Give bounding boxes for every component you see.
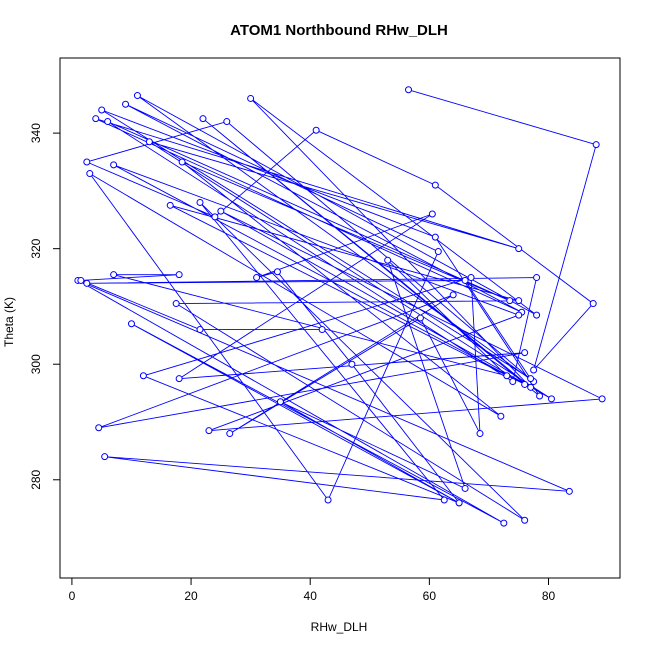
data-point: [92, 115, 100, 123]
data-point: [455, 499, 463, 507]
data-point: [565, 487, 573, 495]
data-point: [476, 430, 484, 438]
data-point: [83, 279, 91, 287]
data-point: [217, 207, 225, 215]
data-point: [247, 94, 255, 102]
data-point: [449, 291, 457, 299]
data-point: [178, 158, 186, 166]
data-point: [527, 375, 535, 383]
data-point: [461, 484, 469, 492]
data-point: [98, 106, 106, 114]
y-axis: 280 300 320 340: [29, 123, 61, 490]
data-point: [110, 271, 118, 279]
x-axis: 0 20 40 60 80: [69, 577, 556, 603]
data-point: [199, 115, 207, 123]
data-point: [104, 118, 112, 126]
data-point: [127, 320, 135, 328]
data-point: [521, 349, 529, 357]
x-axis-label: RHw_DLH: [311, 620, 368, 634]
data-point: [405, 86, 413, 94]
data-point: [536, 392, 544, 400]
data-point: [521, 380, 529, 388]
y-tick-label: 340: [29, 123, 43, 143]
x-tick-label: 60: [423, 589, 437, 603]
y-axis-label: Theta (K): [2, 297, 16, 347]
x-tick-label: 20: [184, 589, 198, 603]
data-point: [211, 213, 219, 221]
data-point: [223, 118, 231, 126]
data-point: [589, 300, 597, 308]
data-point: [324, 496, 332, 504]
data-point: [497, 412, 505, 420]
data-point: [175, 375, 183, 383]
data-point: [318, 326, 326, 334]
data-point: [533, 274, 541, 282]
data-point: [312, 126, 320, 134]
data-point: [467, 274, 475, 282]
y-tick-label: 280: [29, 469, 43, 489]
data-point: [139, 372, 147, 380]
data-point: [533, 311, 541, 319]
data-point: [276, 398, 284, 406]
data-point: [521, 516, 529, 524]
data-point: [101, 453, 109, 461]
data-point: [530, 366, 538, 374]
x-tick-label: 0: [69, 589, 76, 603]
data-point: [509, 378, 517, 386]
data-point: [527, 383, 535, 391]
data-point: [515, 311, 523, 319]
data-point: [95, 424, 103, 432]
data-point: [506, 297, 514, 305]
y-tick-label: 320: [29, 238, 43, 258]
data-point: [145, 138, 153, 146]
data-point: [196, 326, 204, 334]
data-point: [416, 314, 424, 322]
data-point: [226, 430, 234, 438]
data-point: [205, 427, 213, 435]
data-point: [253, 274, 261, 282]
series-layer: [74, 86, 606, 527]
data-point: [122, 100, 130, 108]
data-point: [592, 141, 600, 149]
data-point: [500, 519, 508, 527]
data-point: [440, 496, 448, 504]
data-point: [172, 300, 180, 308]
data-point: [503, 372, 511, 380]
data-point: [547, 395, 555, 403]
y-tick-label: 300: [29, 354, 43, 374]
data-point: [515, 297, 523, 305]
data-point: [83, 158, 91, 166]
data-point: [431, 233, 439, 241]
data-point: [110, 161, 118, 169]
data-point: [598, 395, 606, 403]
data-point: [428, 210, 436, 218]
x-tick-label: 80: [542, 589, 556, 603]
data-point: [434, 248, 442, 256]
data-point: [515, 245, 523, 253]
data-point: [133, 92, 141, 100]
data-point: [175, 271, 183, 279]
data-point: [348, 360, 356, 368]
data-point: [431, 181, 439, 189]
data-point: [273, 268, 281, 276]
data-point: [384, 256, 392, 264]
data-point: [196, 198, 204, 206]
x-tick-label: 40: [304, 589, 318, 603]
data-point: [86, 170, 94, 178]
data-point: [166, 201, 174, 209]
data-point: [461, 276, 469, 284]
data-point: [77, 276, 85, 284]
chart-title: ATOM1 Northbound RHw_DLH: [230, 22, 448, 39]
